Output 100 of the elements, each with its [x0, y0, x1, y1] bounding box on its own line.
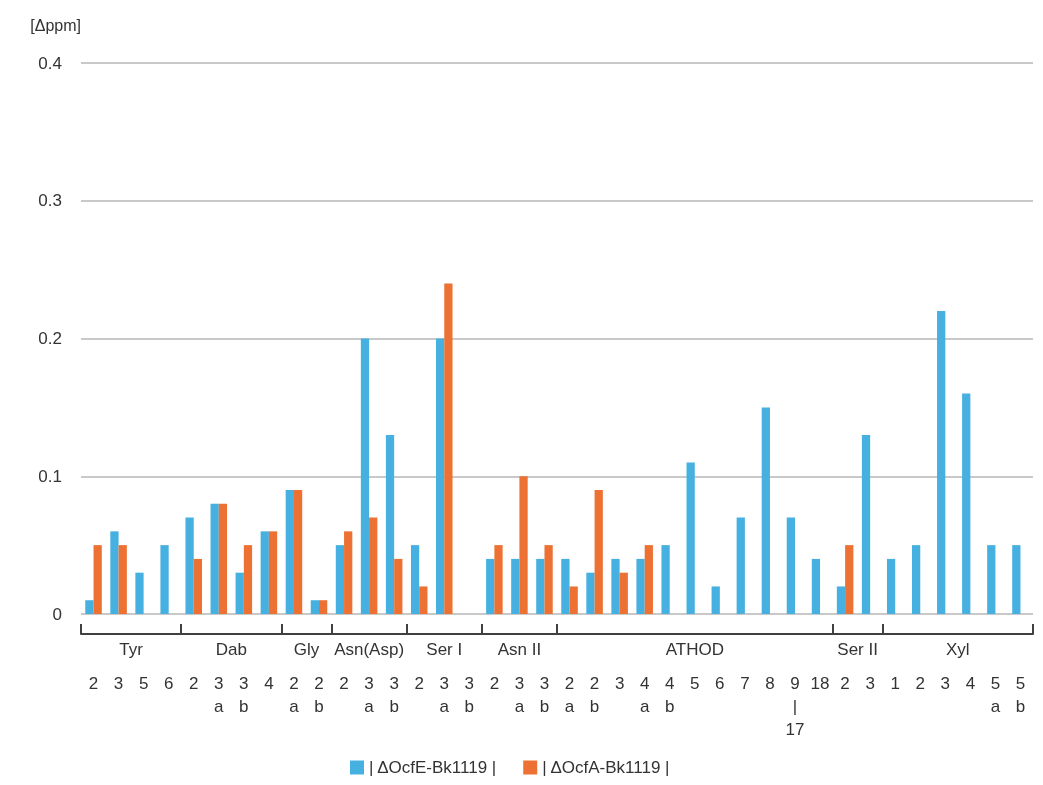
bar	[811, 558, 821, 614]
bar	[786, 517, 795, 614]
x-tick-label: 3 a	[214, 674, 225, 716]
text: Asn(Asp)	[334, 639, 405, 659]
y-axis-title: [Δppm]	[30, 16, 81, 34]
bar	[586, 572, 595, 614]
bar	[319, 600, 328, 614]
bar	[686, 462, 695, 614]
text: Gly	[293, 639, 320, 659]
bar	[260, 531, 269, 614]
x-tick-label: 4 b	[665, 674, 675, 716]
x-tick-label: 2 b	[589, 674, 600, 716]
bar	[661, 545, 670, 614]
bar	[360, 338, 370, 614]
bar	[861, 434, 871, 614]
bar	[135, 572, 144, 614]
x-tick-label: 6	[715, 674, 725, 693]
bar	[611, 558, 620, 614]
bar	[636, 558, 645, 614]
text: Dab	[215, 639, 247, 659]
bar	[761, 407, 770, 614]
bar	[335, 545, 345, 614]
text: Ser I	[426, 639, 463, 659]
bar	[511, 558, 520, 614]
x-tick-label: 3 b	[389, 674, 399, 716]
bar	[711, 586, 720, 614]
y-tick-label: 0.3	[38, 191, 62, 211]
x-tick-label: 2	[489, 674, 500, 693]
bar	[118, 545, 127, 614]
bar	[736, 517, 745, 614]
x-tick-label: 5	[138, 674, 149, 693]
x-tick-label: 2 a	[289, 674, 300, 716]
x-tick-label: 5 b	[1015, 674, 1026, 716]
x-tick-label: 4	[965, 674, 976, 693]
bar	[285, 490, 294, 614]
bar	[93, 545, 102, 614]
bar	[1012, 545, 1021, 614]
x-tick-label: 3	[865, 674, 875, 693]
x-tick-label: 7	[740, 674, 750, 693]
bar	[235, 572, 244, 614]
bar	[912, 545, 921, 614]
y-tick-label: 0.4	[38, 53, 62, 73]
bar	[444, 283, 453, 614]
bar	[569, 586, 578, 614]
bar	[369, 517, 378, 614]
legend-label: | ΔOcfE-Bk1119 |	[369, 758, 497, 777]
text: Ser II	[837, 639, 878, 659]
x-tick-label: 3 b	[239, 674, 249, 716]
x-tick-label: 2 b	[314, 674, 324, 716]
bar	[836, 586, 846, 614]
x-tick-label: 3 a	[514, 674, 525, 716]
x-tick-label: 5 a	[990, 674, 1001, 716]
text: Asn II	[497, 639, 542, 659]
y-tick-label: 0.2	[38, 329, 62, 348]
bar	[644, 545, 653, 614]
text: ATHOD	[665, 639, 724, 659]
bar	[243, 545, 253, 614]
x-tick-label: 2	[915, 674, 925, 693]
bar	[310, 600, 319, 614]
x-tick-label: 2	[414, 674, 424, 693]
x-tick-label: 3	[940, 674, 951, 693]
bar	[519, 476, 528, 614]
x-tick-label: 8	[765, 674, 775, 693]
bar	[344, 531, 353, 614]
bar	[410, 545, 420, 614]
bar	[962, 393, 971, 614]
x-tick-label: 3	[113, 674, 124, 693]
bar	[561, 558, 570, 614]
bar	[987, 545, 996, 614]
x-tick-label: 4 a	[639, 674, 650, 716]
bar	[494, 545, 503, 614]
x-tick-label: 3	[614, 674, 625, 693]
bar	[210, 503, 219, 614]
bar	[185, 517, 194, 614]
y-tick-label: 0	[52, 604, 62, 624]
x-tick-label: 6	[163, 674, 174, 693]
bar	[160, 545, 169, 614]
x-tick-label: 2	[88, 674, 99, 693]
x-tick-label: 2 a	[564, 674, 575, 716]
x-tick-label: 2	[840, 674, 850, 693]
bar	[110, 531, 119, 614]
x-tick-label: 2	[189, 674, 199, 693]
x-tick-label: 3 a	[439, 674, 450, 716]
legend-label: | ΔOcfA-Bk1119 |	[542, 758, 670, 777]
x-tick-label: 5	[690, 674, 700, 693]
x-tick-label: 3 b	[464, 674, 475, 716]
bar	[619, 572, 628, 614]
bar	[293, 490, 303, 614]
bar	[937, 310, 946, 614]
y-tick-label: 0.1	[38, 466, 62, 486]
text: Tyr	[119, 639, 144, 659]
bar	[594, 490, 603, 614]
bar	[385, 434, 395, 614]
x-tick-label: 3 a	[364, 674, 375, 716]
bar	[193, 558, 202, 614]
text: Xyl	[946, 639, 970, 659]
bar	[394, 558, 403, 614]
bar	[536, 558, 545, 614]
x-tick-label: 9 | 17	[785, 674, 805, 739]
bar	[419, 586, 428, 614]
